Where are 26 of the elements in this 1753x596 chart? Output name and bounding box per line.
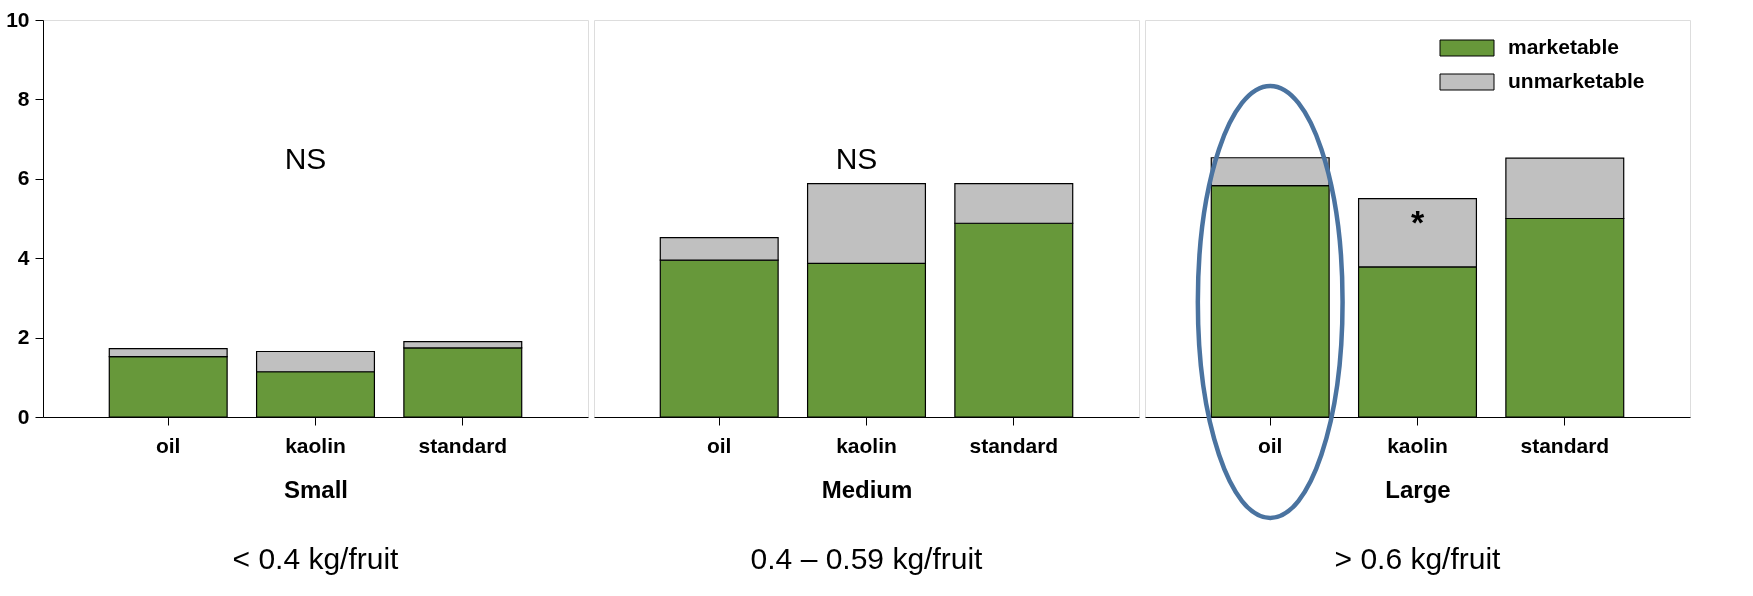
x-tick-label: standard: [969, 433, 1059, 457]
annotation: NS: [835, 142, 878, 175]
y-tick-label: 6: [17, 166, 30, 190]
y-tick-label: 4: [17, 245, 30, 269]
text: < 0.4 kg/fruit: [232, 542, 400, 575]
annotation: *: [1410, 202, 1425, 241]
text: > 0.6 kg/fruit: [1334, 542, 1502, 575]
x-tick-label: kaolin: [285, 433, 346, 457]
x-tick-label: kaolin: [1387, 433, 1448, 457]
x-tick-label: standard: [418, 433, 508, 457]
x-axis-title: Large: [1385, 475, 1451, 503]
x-axis-title: Small: [283, 475, 349, 503]
x-tick-label: oil: [1257, 433, 1283, 457]
y-tick-label: 8: [17, 86, 30, 110]
text: 0.4 – 0.59 kg/fruit: [750, 542, 984, 575]
x-tick-label: standard: [1520, 433, 1610, 457]
y-tick-label: 2: [17, 325, 30, 349]
x-tick-label: kaolin: [836, 433, 897, 457]
x-tick-label: oil: [155, 433, 181, 457]
legend-label: marketable: [1508, 35, 1619, 58]
x-tick-label: oil: [706, 433, 732, 457]
y-tick-label: 10: [6, 7, 30, 31]
x-axis-title: Medium: [821, 475, 913, 503]
legend-label: unmarketable: [1508, 69, 1645, 92]
annotation: NS: [284, 142, 327, 175]
y-tick-label: 0: [17, 404, 30, 428]
